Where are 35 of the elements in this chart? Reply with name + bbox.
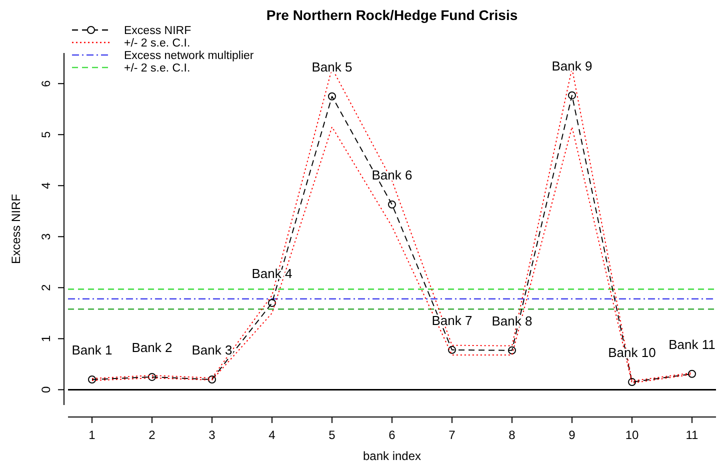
annotation: Bank 4	[252, 266, 292, 281]
y-axis-title: Excess NIRF	[9, 194, 23, 264]
x-axis-title: bank index	[362, 449, 422, 463]
x-tick-label: 3	[208, 428, 216, 442]
annotation: Bank 9	[552, 58, 592, 74]
y-tick-label: 0	[39, 386, 53, 394]
y-tick-label: 6	[39, 80, 53, 87]
x-tick-label: 6	[388, 428, 396, 442]
y-tick-label: 1	[39, 335, 53, 342]
annotation: Bank 5	[312, 59, 352, 74]
x-tick-label: 1	[88, 428, 96, 442]
x-tick-label: 9	[568, 428, 576, 442]
annotation: Bank 7	[432, 312, 472, 328]
annotation: Bank 2	[132, 340, 172, 355]
y-tick-label: 3	[39, 232, 53, 240]
legend-label: +/- 2 s.e. C.I.	[124, 38, 190, 50]
x-tick-label: 2	[148, 428, 156, 442]
annotation: Bank 11	[668, 336, 716, 352]
legend-label: Excess NIRF	[124, 25, 192, 37]
x-tick-label: 11	[686, 428, 699, 442]
x-tick-label: 8	[508, 428, 516, 442]
x-tick-label: 10	[625, 428, 639, 442]
x-tick-label: 5	[328, 428, 336, 442]
annotation: Bank 6	[372, 168, 412, 183]
x-tick-label: 7	[448, 428, 456, 442]
annotation: Bank 1	[72, 342, 112, 358]
y-tick-label: 4	[39, 182, 53, 189]
x-tick-label: 4	[268, 428, 276, 442]
annotation: Bank 10	[608, 345, 656, 360]
y-tick-label: 5	[39, 130, 53, 138]
annotation: Bank 3	[192, 342, 232, 358]
legend-label: +/- 2 s.e. C.I.	[124, 62, 190, 74]
chart-title: Pre Northern Rock/Hedge Fund Crisis	[266, 7, 518, 23]
legend-label: Excess network multiplier	[124, 50, 254, 62]
y-tick-label: 2	[39, 284, 53, 292]
